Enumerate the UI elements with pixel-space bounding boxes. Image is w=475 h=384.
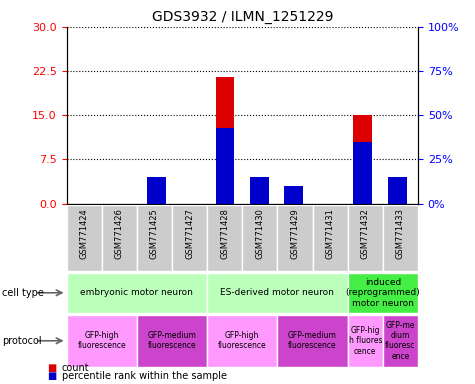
Text: GFP-medium
fluorescence: GFP-medium fluorescence [148,331,196,351]
Bar [313,205,348,271]
Bar [353,115,372,204]
Bar [147,177,166,204]
Bar [172,205,207,271]
Bar [388,177,407,204]
Bar [388,180,407,204]
Text: GSM771430: GSM771430 [256,208,264,259]
Bar [383,315,418,367]
Text: percentile rank within the sample: percentile rank within the sample [62,371,227,381]
Bar [216,77,235,204]
Text: GSM771432: GSM771432 [361,208,370,259]
Bar [250,177,269,204]
Bar [137,205,172,271]
Bar [147,186,166,204]
Bar [285,186,304,204]
Bar [285,192,304,204]
Bar [277,205,313,271]
Text: protocol: protocol [2,336,42,346]
Bar [66,205,102,271]
Bar [242,205,277,271]
Text: count: count [62,363,89,373]
Bar [277,315,348,367]
Text: GFP-high
fluorescence: GFP-high fluorescence [218,331,266,351]
Text: cell type: cell type [2,288,44,298]
Bar [216,127,235,204]
Text: ES-derived motor neuron: ES-derived motor neuron [220,288,334,297]
Text: induced
(reprogrammed)
motor neuron: induced (reprogrammed) motor neuron [345,278,420,308]
Bar [66,315,137,367]
Bar [66,273,207,313]
Bar [348,315,383,367]
Text: ■: ■ [48,363,57,373]
Text: GFP-me
dium
fluoresc
ence: GFP-me dium fluoresc ence [385,321,416,361]
Bar [348,205,383,271]
Bar [102,205,137,271]
Text: ■: ■ [48,371,57,381]
Title: GDS3932 / ILMN_1251229: GDS3932 / ILMN_1251229 [152,10,333,25]
Text: GSM771433: GSM771433 [396,208,405,259]
Bar [353,142,372,204]
Text: GSM771431: GSM771431 [326,208,334,259]
Text: GSM771424: GSM771424 [80,208,88,259]
Bar [348,273,418,313]
Bar [207,273,348,313]
Bar [250,177,269,204]
Text: embryonic motor neuron: embryonic motor neuron [80,288,193,297]
Bar [383,205,418,271]
Text: GSM771427: GSM771427 [185,208,194,259]
Text: GFP-hig
h fluores
cence: GFP-hig h fluores cence [349,326,382,356]
Text: GFP-high
fluorescence: GFP-high fluorescence [77,331,126,351]
Bar [207,315,277,367]
Text: GSM771425: GSM771425 [150,208,159,259]
Text: GSM771428: GSM771428 [220,208,229,259]
Text: GSM771429: GSM771429 [291,208,299,259]
Text: GSM771426: GSM771426 [115,208,124,259]
Bar [207,205,242,271]
Bar [137,315,207,367]
Text: GFP-medium
fluorescence: GFP-medium fluorescence [288,331,337,351]
